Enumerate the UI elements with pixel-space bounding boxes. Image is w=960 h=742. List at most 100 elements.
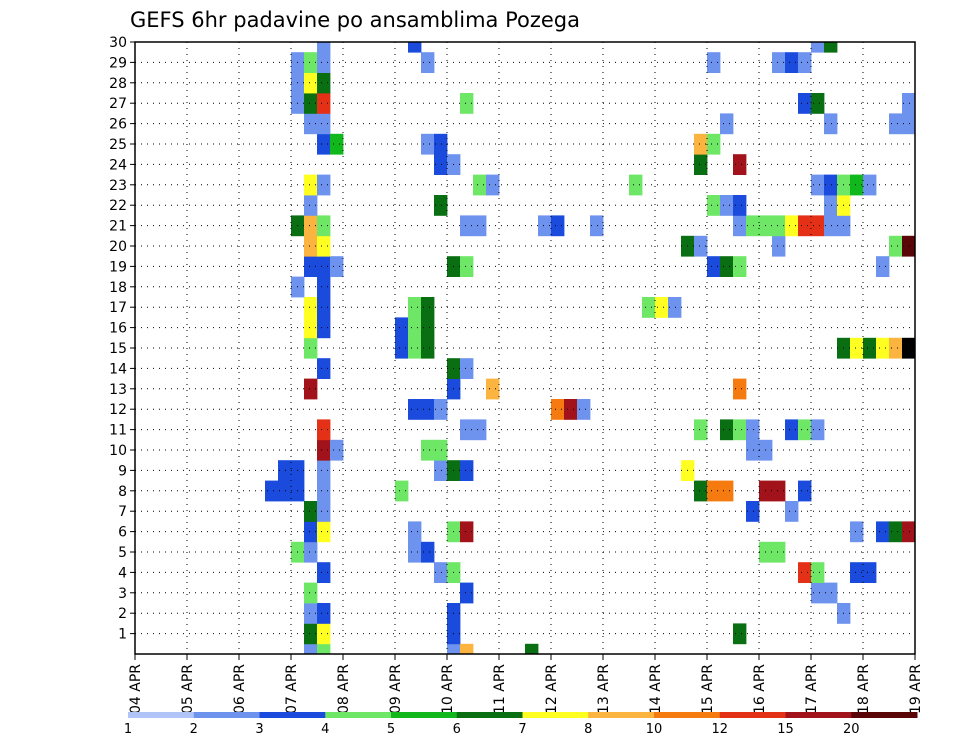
heatmap-cell: [707, 133, 721, 155]
heatmap-cell: [902, 93, 916, 114]
y-tick-label: 6: [118, 525, 127, 541]
heatmap-cell: [304, 256, 318, 277]
x-tick-label: 08 APR: [336, 664, 352, 714]
y-tick-label: 15: [109, 341, 127, 357]
heatmap-cell: [824, 195, 838, 216]
heatmap-cell: [317, 603, 331, 624]
heatmap-cell: [655, 297, 669, 318]
colorbar-swatch: [456, 712, 523, 718]
y-tick-label: 18: [109, 280, 127, 296]
heatmap-cell: [707, 480, 721, 502]
heatmap-cell: [460, 93, 474, 114]
heatmap-cell: [304, 643, 318, 655]
heatmap-cell: [798, 562, 812, 583]
y-tick-label: 16: [109, 321, 127, 337]
heatmap-cell: [733, 154, 747, 175]
heatmap-cell: [473, 174, 487, 196]
x-tick-label: 17 APR: [804, 664, 820, 714]
heatmap-cell: [772, 541, 786, 563]
heatmap-cell: [395, 337, 409, 359]
heatmap-cell: [733, 195, 747, 216]
heatmap-cell: [850, 174, 864, 196]
heatmap-cell: [889, 521, 903, 543]
heatmap-cell: [486, 378, 500, 400]
heatmap-cell: [772, 215, 786, 237]
heatmap-cell: [408, 337, 422, 359]
x-tick-label: 04 APR: [128, 664, 144, 714]
heatmap-cell: [824, 174, 838, 196]
heatmap-cell: [460, 521, 474, 543]
heatmap-cell: [720, 195, 734, 216]
heatmap-cell: [317, 133, 331, 155]
heatmap-cell: [551, 399, 565, 420]
heatmap-cell: [811, 562, 825, 583]
heatmap-cell: [434, 154, 448, 175]
heatmap-cell: [863, 337, 877, 359]
heatmap-cell: [720, 419, 734, 441]
heatmap-cell: [733, 378, 747, 400]
heatmap-cell: [330, 256, 344, 277]
heatmap-cell: [824, 215, 838, 237]
heatmap-cell: [317, 42, 331, 53]
colorbar-swatch: [654, 712, 721, 718]
x-tick-label: 13 APR: [596, 664, 612, 714]
heatmap-cell: [889, 337, 903, 359]
x-tick-label: 10 APR: [440, 664, 456, 714]
heatmap-cell: [850, 521, 864, 543]
heatmap-cell: [421, 399, 435, 420]
colorbar-label: 3: [255, 722, 263, 737]
heatmap-cell: [304, 297, 318, 318]
heatmap-cell: [278, 480, 292, 502]
heatmap-cell: [317, 93, 331, 114]
heatmap-cell: [304, 378, 318, 400]
heatmap-cell: [798, 419, 812, 441]
heatmap-cell: [317, 460, 331, 481]
y-tick-label: 27: [109, 96, 127, 112]
heatmap-cell: [746, 439, 760, 461]
y-tick-label: 9: [118, 463, 127, 479]
heatmap-cell: [317, 256, 331, 277]
heatmap-cell: [317, 72, 331, 94]
colorbar-label: 6: [453, 722, 461, 737]
heatmap-cell: [863, 174, 877, 196]
heatmap-cell: [460, 419, 474, 441]
heatmap-cell: [564, 399, 578, 420]
heatmap-cell: [538, 215, 552, 237]
heatmap-cell: [421, 297, 435, 318]
heatmap-cell: [317, 317, 331, 339]
heatmap-cells: [265, 42, 916, 655]
y-tick-label: 23: [109, 178, 127, 194]
colorbar-swatch: [851, 712, 918, 718]
heatmap-cell: [421, 541, 435, 563]
heatmap-cell: [447, 643, 461, 655]
heatmap-cell: [304, 521, 318, 543]
heatmap-cell: [785, 215, 799, 237]
y-tick-label: 10: [109, 443, 127, 459]
heatmap-cell: [668, 297, 682, 318]
heatmap-cell: [876, 337, 890, 359]
heatmap-cell: [850, 562, 864, 583]
heatmap-cell: [421, 133, 435, 155]
x-tick-label: 09 APR: [388, 664, 404, 714]
colorbar-label: 20: [843, 722, 860, 737]
heatmap-cell: [460, 256, 474, 277]
heatmap-cell: [902, 521, 916, 543]
heatmap-cell: [421, 317, 435, 339]
colorbar-label: 7: [518, 722, 526, 737]
x-tick-label: 11 APR: [492, 664, 508, 714]
heatmap-cell: [694, 419, 708, 441]
y-tick-label: 8: [118, 484, 127, 500]
colorbar-label: 5: [387, 722, 395, 737]
heatmap-cell: [304, 317, 318, 339]
heatmap-cell: [850, 337, 864, 359]
heatmap-cell: [330, 439, 344, 461]
heatmap-cell: [824, 582, 838, 604]
y-tick-label: 5: [118, 545, 127, 561]
heatmap-cell: [694, 235, 708, 257]
y-tick-label: 24: [109, 157, 127, 173]
x-tick-label: 16 APR: [752, 664, 768, 714]
heatmap-cell: [824, 42, 838, 53]
heatmap-cell: [317, 297, 331, 318]
heatmap-cell: [408, 297, 422, 318]
